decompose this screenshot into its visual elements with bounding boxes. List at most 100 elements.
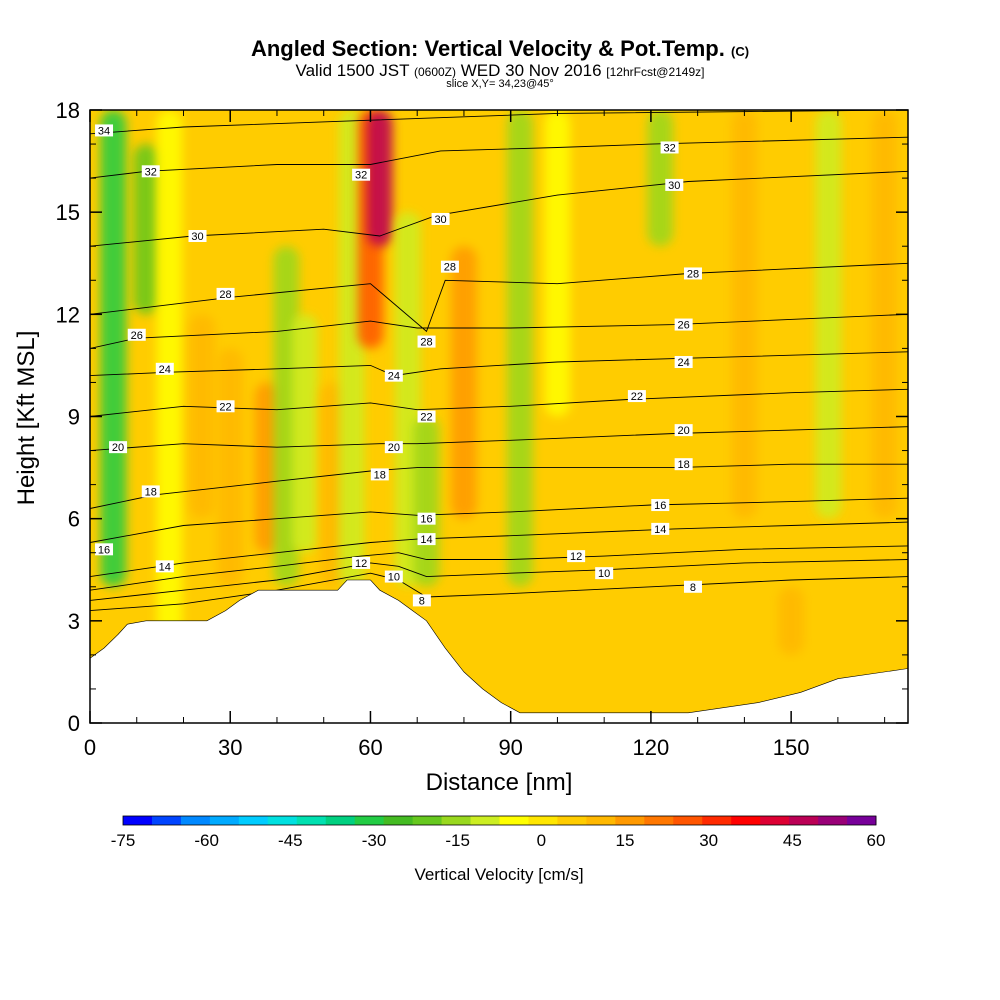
colorbar-swatch xyxy=(731,816,761,825)
colorbar: -75 -60 -45 -30 -15 0 15 30 45 60 xyxy=(111,815,886,850)
colorbar-swatch xyxy=(615,816,645,825)
colorbar-tick-label: -15 xyxy=(445,831,470,850)
contour-label-text: 28 xyxy=(444,262,456,274)
contour-label-bg xyxy=(665,178,684,191)
contour-label-bg xyxy=(216,287,235,300)
contour-label: 30 xyxy=(431,212,450,226)
contour-label-bg xyxy=(384,369,403,382)
colorbar-swatch xyxy=(470,816,500,825)
contour-label-text: 18 xyxy=(374,469,386,481)
contour-labels: 34 32 32 32 30 30 30 28 28 28 26 26 28 24 24 24 22 22 22 20… xyxy=(95,124,702,607)
contour-label: 26 xyxy=(674,318,693,332)
contour-label: 16 xyxy=(417,512,436,526)
velocity-cell xyxy=(544,110,571,417)
x-tick-label: 120 xyxy=(633,735,670,760)
contour-label-bg xyxy=(370,468,389,481)
contour-label-text: 20 xyxy=(112,442,124,454)
contour-label-text: 16 xyxy=(420,514,432,526)
colorbar-swatch xyxy=(441,816,472,825)
contour-label-text: 24 xyxy=(159,364,171,376)
contour-label-text: 28 xyxy=(687,268,699,280)
velocity-cell xyxy=(217,348,244,587)
colorbar-swatch xyxy=(123,816,153,825)
contour-line-26 xyxy=(90,313,908,349)
velocity-cell xyxy=(815,110,842,519)
contour-label-text: 22 xyxy=(631,391,643,403)
contour-label-text: 28 xyxy=(219,289,231,301)
y-tick-label: 6 xyxy=(68,507,80,532)
contour-label: 28 xyxy=(683,267,702,280)
contour-label: 22 xyxy=(216,400,235,413)
contour-label-text: 8 xyxy=(419,595,425,607)
subtitle-forecast: [12hrFcst@2149z] xyxy=(606,65,705,79)
contour-label-bg xyxy=(440,260,459,273)
velocity-cell xyxy=(507,110,533,587)
contour-label: 34 xyxy=(95,124,114,137)
contour-label-bg xyxy=(155,560,174,573)
colorbar-swatch xyxy=(499,816,529,825)
contour-label: 26 xyxy=(127,328,146,342)
y-tick-label: 0 xyxy=(68,711,80,736)
colorbar-tick-label: -30 xyxy=(362,831,387,850)
x-axis-title: Distance [nm] xyxy=(426,769,573,796)
colorbar-swatch xyxy=(760,816,790,825)
contour-label-text: 30 xyxy=(668,180,680,192)
colorbar-tick-label: 0 xyxy=(537,831,546,850)
contour-label: 18 xyxy=(141,485,160,498)
contour-line-8 xyxy=(90,572,908,612)
contour-label-bg xyxy=(95,543,114,556)
contour-label-text: 12 xyxy=(355,558,367,570)
x-tick-label: 30 xyxy=(218,735,242,760)
colorbar-tick-label: -75 xyxy=(111,831,136,850)
contour-line-10 xyxy=(90,559,908,601)
contour-label: 32 xyxy=(352,168,371,182)
colorbar-swatch xyxy=(412,816,443,825)
contour-label-bg xyxy=(155,362,174,375)
contour-label-text: 20 xyxy=(678,425,690,437)
colorbar-swatch xyxy=(557,816,587,825)
contour-label-text: 14 xyxy=(159,561,171,573)
contour-label-text: 22 xyxy=(219,401,231,413)
contour-label-bg xyxy=(417,335,436,348)
contour-label-bg xyxy=(674,356,693,369)
x-tick-label: 60 xyxy=(358,735,382,760)
colorbar-tick-label: 60 xyxy=(867,831,886,850)
contour-label: 30 xyxy=(188,230,207,243)
colorbar-swatch xyxy=(673,816,703,825)
contour-label-text: 24 xyxy=(388,371,400,383)
contour-label: 32 xyxy=(141,165,160,178)
velocity-cell xyxy=(133,144,159,315)
y-axis-title: Height [Kft MSL] xyxy=(13,331,40,506)
velocity-cell xyxy=(451,246,477,519)
y-tick-label: 9 xyxy=(68,405,80,430)
contour-label-bg xyxy=(674,424,693,437)
contour-label: 28 xyxy=(216,287,235,301)
contour-label: 12 xyxy=(352,556,371,570)
contour-label-text: 32 xyxy=(663,142,675,154)
contour-label-bg xyxy=(384,570,403,583)
contour-label: 20 xyxy=(109,441,128,454)
colorbar-swatch xyxy=(586,816,616,825)
contour-label: 14 xyxy=(417,533,436,546)
contour-line-28 xyxy=(90,262,908,333)
colorbar-tick-label: 15 xyxy=(616,831,635,850)
contour-label-text: 30 xyxy=(434,214,446,226)
contour-label: 20 xyxy=(384,441,403,454)
velocity-cell xyxy=(189,314,216,519)
contour-label: 24 xyxy=(674,356,693,369)
contour-label-text: 24 xyxy=(678,357,690,369)
subtitle-date: WED 30 Nov 2016 xyxy=(460,61,602,80)
y-axis: 0 3 6 9 12 15 18 xyxy=(56,98,908,736)
colorbar-swatch xyxy=(238,816,269,825)
contour-label-text: 34 xyxy=(98,125,110,137)
contour-label-text: 14 xyxy=(420,534,432,546)
contour-label: 12 xyxy=(567,550,586,563)
contour-label: 10 xyxy=(595,567,614,580)
contour-label: 32 xyxy=(660,141,679,154)
contour-label: 8 xyxy=(683,580,702,594)
colorbar-swatch xyxy=(789,816,819,825)
y-tick-label: 12 xyxy=(56,302,80,327)
contour-label: 28 xyxy=(440,260,459,274)
contour-line-12 xyxy=(90,545,908,591)
contour-label-bg xyxy=(188,230,207,243)
